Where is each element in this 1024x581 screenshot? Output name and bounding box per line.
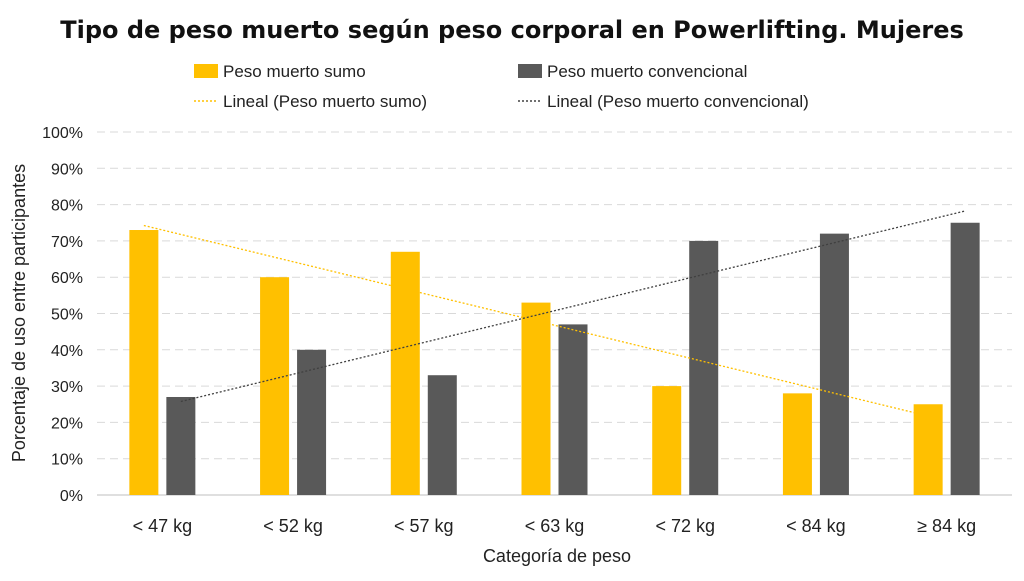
y-tick-label: 20% xyxy=(51,415,83,432)
x-tick-label: < 84 kg xyxy=(786,516,846,536)
bar-convencional xyxy=(689,240,719,495)
trendline-convencional xyxy=(180,210,966,403)
bar-sumo xyxy=(782,393,812,495)
trendline-sumo xyxy=(143,224,929,417)
bar-sumo xyxy=(390,251,420,495)
bars xyxy=(129,222,980,495)
x-tick-label: < 57 kg xyxy=(394,516,454,536)
trendlines xyxy=(143,210,966,417)
y-axis-ticks: 0% 10% 20% 30% 40% 50% 60% 70% 80% 90% 100% xyxy=(42,125,83,505)
legend: Peso muerto sumo Peso muerto convenciona… xyxy=(194,62,809,111)
chart-title: Tipo de peso muerto según peso corporal … xyxy=(60,16,964,44)
y-tick-label: 80% xyxy=(51,198,83,215)
x-axis-ticks: < 47 kg < 52 kg < 57 kg < 63 kg < 72 kg < 84 … xyxy=(133,516,977,536)
y-tick-label: 70% xyxy=(51,234,83,251)
x-tick-label: ≥ 84 kg xyxy=(917,516,976,536)
bar-sumo xyxy=(260,277,290,495)
y-axis-label: Porcentaje de uso entre participantes xyxy=(9,164,29,462)
x-tick-label: < 52 kg xyxy=(263,516,323,536)
legend-swatch-convencional xyxy=(518,64,542,78)
legend-label-lineal-convencional: Lineal (Peso muerto convencional) xyxy=(547,92,809,111)
x-tick-label: < 47 kg xyxy=(133,516,193,536)
legend-label-lineal-sumo: Lineal (Peso muerto sumo) xyxy=(223,92,427,111)
bar-convencional xyxy=(558,324,588,495)
bar-convencional xyxy=(297,349,327,495)
bar-sumo xyxy=(913,404,943,495)
x-tick-label: < 63 kg xyxy=(525,516,585,536)
y-tick-label: 90% xyxy=(51,161,83,178)
y-tick-label: 40% xyxy=(51,343,83,360)
legend-label-sumo: Peso muerto sumo xyxy=(223,62,366,81)
x-axis-label: Categoría de peso xyxy=(483,546,631,566)
y-tick-label: 60% xyxy=(51,270,83,287)
bar-convencional xyxy=(427,375,457,495)
y-tick-label: 0% xyxy=(60,488,83,505)
gridlines xyxy=(97,131,1012,496)
bar-sumo xyxy=(129,230,159,495)
y-tick-label: 50% xyxy=(51,307,83,324)
legend-label-convencional: Peso muerto convencional xyxy=(547,62,747,81)
y-tick-label: 10% xyxy=(51,452,83,469)
legend-swatch-sumo xyxy=(194,64,218,78)
bar-sumo xyxy=(652,386,682,495)
bar-sumo xyxy=(521,302,551,495)
bar-convencional xyxy=(950,222,980,495)
y-tick-label: 30% xyxy=(51,379,83,396)
y-tick-label: 100% xyxy=(42,125,83,142)
x-tick-label: < 72 kg xyxy=(655,516,715,536)
bar-convencional xyxy=(819,233,849,495)
bar-convencional xyxy=(166,396,196,495)
